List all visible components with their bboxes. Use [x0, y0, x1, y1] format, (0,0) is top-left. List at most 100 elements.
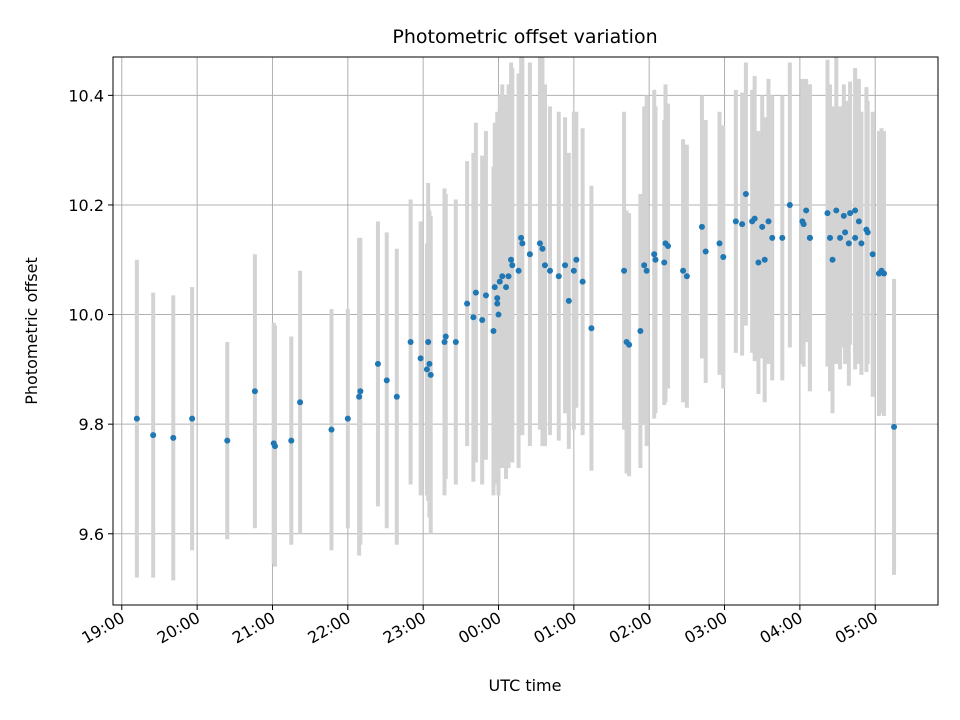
data-point	[426, 360, 433, 367]
y-axis-label: Photometric offset	[22, 257, 41, 405]
plot-frame	[112, 56, 939, 606]
y-tick-label: 10.2	[68, 196, 104, 215]
data-point	[845, 240, 852, 247]
data-point	[546, 267, 553, 274]
data-point	[829, 256, 836, 263]
data-point	[661, 259, 668, 266]
data-point	[503, 284, 510, 291]
data-point	[840, 212, 847, 219]
data-point	[858, 240, 865, 247]
data-point	[407, 338, 414, 345]
data-point	[800, 221, 807, 228]
data-point	[536, 240, 543, 247]
data-point	[742, 191, 749, 197]
data-point	[765, 218, 772, 225]
data-point	[643, 267, 650, 274]
data-point	[579, 278, 586, 285]
chart-title: Photometric offset variation	[392, 26, 657, 48]
data-point	[891, 423, 898, 430]
data-point	[383, 377, 390, 384]
data-point	[495, 311, 502, 318]
data-point	[328, 426, 335, 433]
data-point	[526, 251, 533, 258]
data-point	[702, 248, 709, 255]
data-points	[133, 191, 898, 450]
data-point	[490, 328, 497, 334]
data-point	[271, 443, 278, 450]
data-point	[541, 262, 548, 269]
data-point	[806, 234, 813, 241]
data-point	[297, 399, 304, 406]
data-point	[864, 229, 871, 236]
data-point	[779, 234, 786, 241]
data-point	[827, 234, 834, 241]
y-tick-label: 10.0	[68, 306, 104, 325]
x-axis-label: UTC time	[489, 676, 562, 695]
data-point	[847, 210, 854, 217]
data-point	[651, 251, 658, 258]
data-point	[824, 210, 831, 217]
data-point	[519, 240, 526, 247]
data-point	[573, 256, 580, 263]
data-point	[761, 256, 768, 263]
data-point	[417, 355, 424, 362]
data-point	[491, 284, 498, 291]
data-point	[518, 234, 525, 241]
data-point	[539, 245, 546, 252]
data-point	[499, 273, 506, 280]
data-point	[562, 262, 569, 269]
data-point	[423, 366, 430, 373]
data-point	[852, 234, 859, 241]
y-tick-label: 9.6	[79, 525, 104, 544]
data-point	[494, 295, 501, 302]
data-point	[881, 270, 888, 277]
data-point	[852, 207, 859, 214]
y-tick-label: 9.8	[79, 415, 104, 434]
data-point	[452, 338, 459, 345]
data-point	[769, 234, 776, 241]
data-point	[133, 415, 140, 422]
data-point	[425, 338, 432, 345]
data-point	[732, 218, 739, 225]
data-point	[833, 207, 840, 214]
data-point	[496, 278, 503, 285]
data-point	[652, 256, 659, 263]
data-point	[509, 262, 516, 269]
data-point	[288, 437, 295, 444]
data-point	[869, 251, 876, 258]
y-axis: 9.6 9.8 10.0 10.2 10.4	[68, 86, 113, 544]
data-point	[786, 201, 793, 208]
data-point	[555, 273, 562, 280]
data-point	[842, 229, 849, 236]
data-point	[570, 267, 577, 274]
data-point	[755, 259, 762, 266]
data-point	[739, 221, 746, 228]
data-point	[716, 240, 723, 247]
data-point	[565, 297, 572, 304]
data-point	[626, 341, 633, 348]
data-point	[621, 267, 628, 274]
data-point	[637, 328, 644, 334]
data-point	[189, 415, 196, 422]
data-point	[515, 267, 522, 274]
data-point	[698, 223, 705, 230]
data-point	[427, 371, 434, 378]
data-point	[393, 393, 400, 400]
data-point	[170, 434, 177, 441]
data-point	[470, 314, 477, 321]
data-point	[683, 273, 690, 280]
data-point	[837, 234, 844, 241]
data-point	[441, 338, 448, 345]
data-point	[505, 273, 512, 280]
data-point	[224, 437, 231, 444]
data-point	[482, 292, 489, 299]
data-point	[150, 432, 157, 439]
data-point	[641, 262, 648, 269]
data-point	[251, 388, 258, 395]
data-point	[803, 207, 810, 214]
data-point	[442, 333, 449, 340]
data-point	[508, 256, 515, 263]
data-point	[665, 243, 672, 250]
